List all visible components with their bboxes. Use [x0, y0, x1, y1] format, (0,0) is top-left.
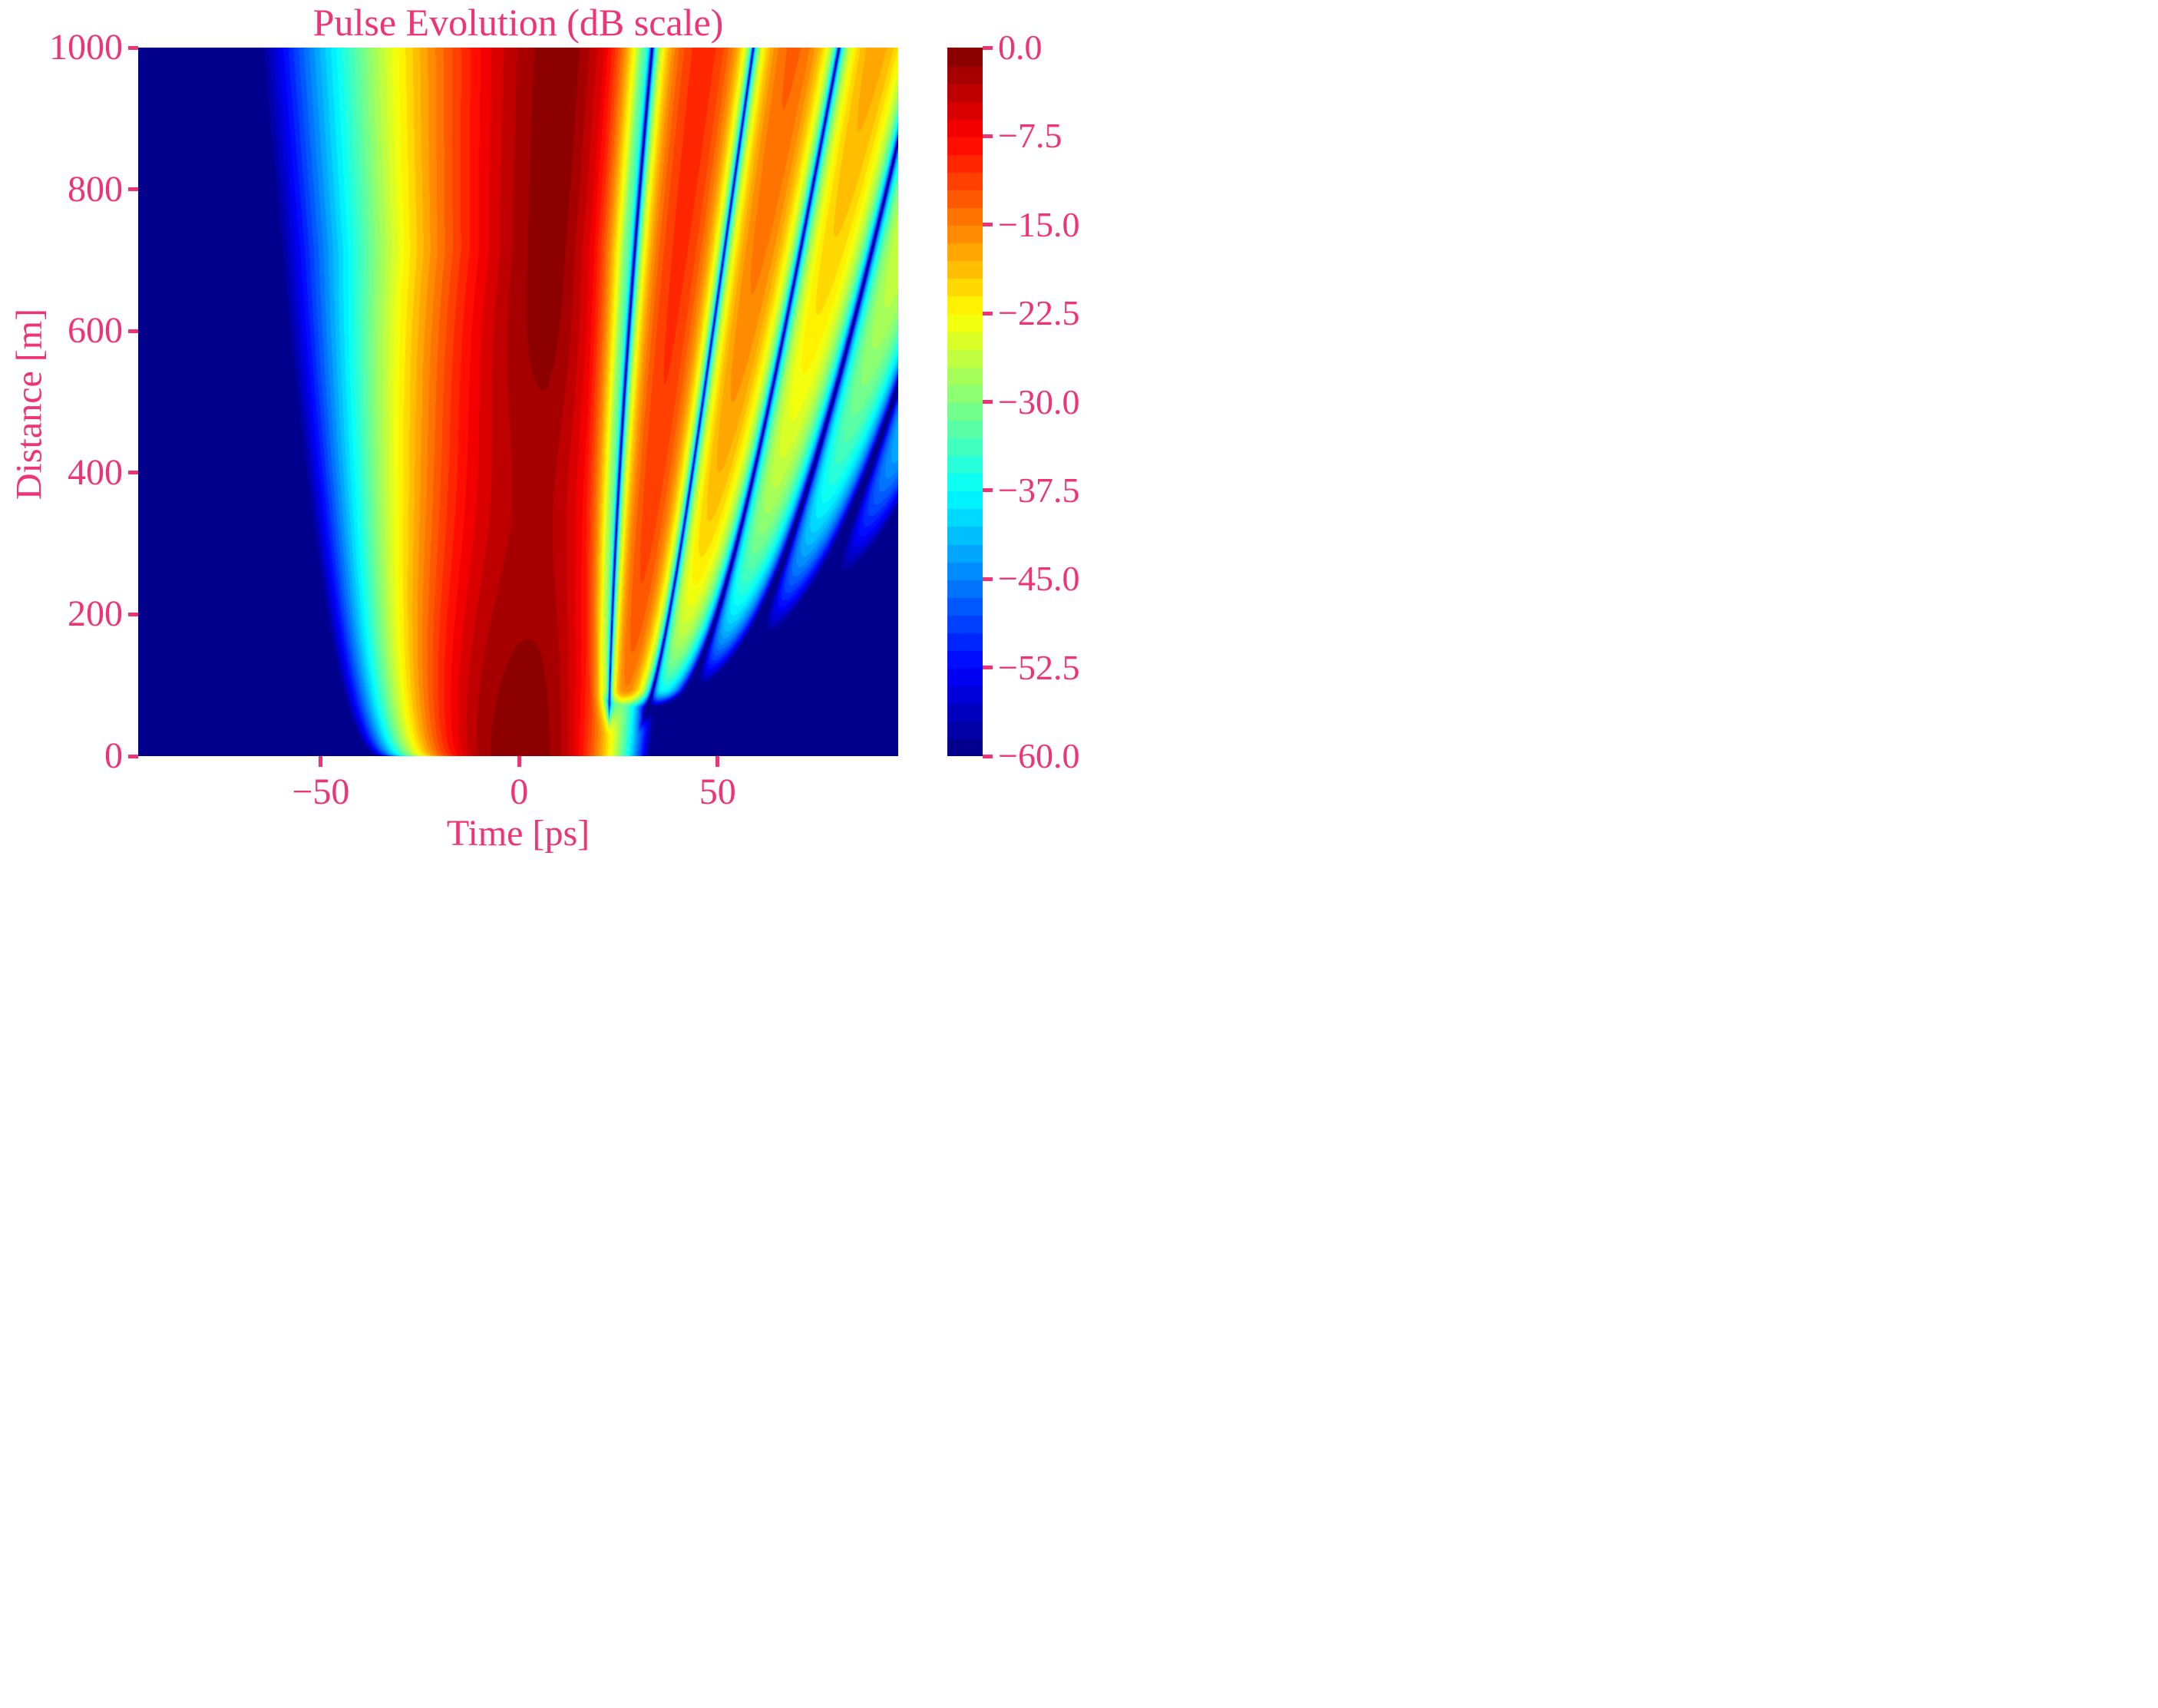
y-tick-label: 400 [68, 451, 123, 493]
colorbar-tick-mark [983, 223, 993, 227]
y-tick-mark [128, 754, 138, 758]
y-axis-label: Distance [m] [8, 308, 50, 501]
x-tick-label: −50 [292, 771, 350, 812]
colorbar-tick-mark [983, 666, 993, 670]
colorbar-tick-label: 0.0 [998, 28, 1043, 67]
colorbar-tick-label: −37.5 [998, 470, 1079, 510]
colorbar-tick-label: −7.5 [998, 116, 1062, 156]
colorbar [947, 48, 983, 756]
x-tick-mark [715, 756, 720, 767]
colorbar-tick-mark [983, 754, 993, 758]
x-tick-mark [517, 756, 521, 767]
y-tick-mark [128, 329, 138, 333]
colorbar-tick-label: −60.0 [998, 736, 1079, 775]
colorbar-tick-mark [983, 488, 993, 493]
x-tick-label: 50 [699, 771, 736, 812]
colorbar-tick-mark [983, 400, 993, 404]
x-axis-label: Time [ps] [446, 813, 590, 854]
colorbar-tick-label: −15.0 [998, 204, 1079, 244]
x-tick-mark [319, 756, 323, 767]
y-tick-label: 200 [68, 593, 123, 635]
x-tick-label: 0 [510, 771, 529, 812]
y-tick-mark [128, 471, 138, 475]
y-tick-mark [128, 45, 138, 50]
colorbar-tick-label: −52.5 [998, 647, 1079, 687]
y-tick-mark [128, 187, 138, 192]
heatmap-plot [138, 48, 898, 756]
y-tick-label: 600 [68, 310, 123, 352]
figure: Pulse Evolution (dB scale) −50 0 50 0 200 40… [0, 0, 1079, 854]
colorbar-tick-mark [983, 576, 993, 581]
colorbar-tick-mark [983, 311, 993, 316]
y-tick-label: 0 [104, 735, 123, 776]
colorbar-tick-label: −22.5 [998, 293, 1079, 333]
colorbar-tick-label: −45.0 [998, 559, 1079, 599]
chart-title: Pulse Evolution (dB scale) [312, 1, 724, 44]
colorbar-tick-mark [983, 45, 993, 50]
colorbar-tick-mark [983, 134, 993, 138]
colorbar-tick-label: −30.0 [998, 382, 1079, 421]
y-tick-label: 1000 [49, 27, 123, 68]
y-tick-label: 800 [68, 168, 123, 210]
y-tick-mark [128, 612, 138, 616]
